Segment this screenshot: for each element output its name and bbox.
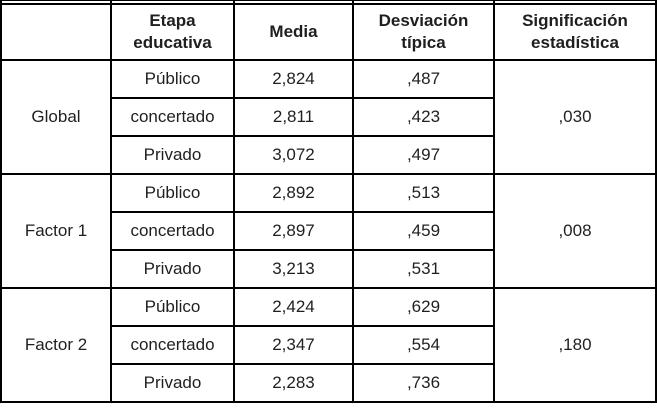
etapa-cell: Público [110, 59, 235, 99]
etapa-cell: Privado [110, 249, 235, 289]
media-cell: 2,347 [233, 325, 354, 365]
header-desviacion-tipica: Desviación típica [352, 3, 495, 61]
desviacion-cell: ,554 [352, 325, 495, 365]
etapa-cell: Privado [110, 363, 235, 403]
etapa-cell: Público [110, 173, 235, 213]
desviacion-cell: ,487 [352, 59, 495, 99]
group-label-global: Global [0, 59, 112, 175]
table-row: Factor 1 Público 2,892 ,513 ,008 [0, 173, 657, 289]
table-row: Factor 2 Público 2,424 ,629 ,180 [0, 287, 657, 403]
table-row: Privado 3,213 ,531 [1, 249, 656, 289]
media-cell: 3,072 [233, 135, 354, 175]
table-row: concertado 2,811 ,423 [1, 97, 656, 137]
media-cell: 2,824 [233, 59, 354, 99]
header-media: Media [233, 3, 354, 61]
group-label-factor-1: Factor 1 [0, 173, 112, 289]
significacion-cell-factor-2: ,180 [493, 287, 657, 403]
header-group [0, 3, 112, 61]
media-cell: 2,892 [233, 173, 354, 213]
desviacion-cell: ,736 [352, 363, 495, 403]
header-row: Etapa educativa Media Desviación típica … [0, 3, 657, 61]
desviacion-cell: ,423 [352, 97, 495, 137]
desviacion-cell: ,497 [352, 135, 495, 175]
media-cell: 2,283 [233, 363, 354, 403]
desviacion-cell: ,629 [352, 287, 495, 327]
etapa-cell: concertado [110, 97, 235, 137]
etapa-cell: Privado [110, 135, 235, 175]
media-cell: 2,811 [233, 97, 354, 137]
etapa-cell: concertado [110, 211, 235, 251]
etapa-cell: concertado [110, 325, 235, 365]
desviacion-cell: ,459 [352, 211, 495, 251]
significacion-cell-global: ,030 [493, 59, 657, 175]
header-significacion-estadistica: Significación estadística [493, 3, 657, 61]
media-cell: 2,424 [233, 287, 354, 327]
significacion-cell-factor-1: ,008 [493, 173, 657, 289]
table-row: concertado 2,347 ,554 [1, 325, 656, 365]
table-row: Global Público 2,824 ,487 ,030 [0, 59, 657, 175]
table-row: Privado 3,072 ,497 [1, 135, 656, 175]
desviacion-cell: ,531 [352, 249, 495, 289]
header-etapa-educativa: Etapa educativa [110, 3, 235, 61]
desviacion-cell: ,513 [352, 173, 495, 213]
table-row: concertado 2,897 ,459 [1, 211, 656, 251]
group-label-factor-2: Factor 2 [0, 287, 112, 403]
media-cell: 2,897 [233, 211, 354, 251]
media-cell: 3,213 [233, 249, 354, 289]
etapa-cell: Público [110, 287, 235, 327]
table-row: Privado 2,283 ,736 [1, 363, 656, 403]
